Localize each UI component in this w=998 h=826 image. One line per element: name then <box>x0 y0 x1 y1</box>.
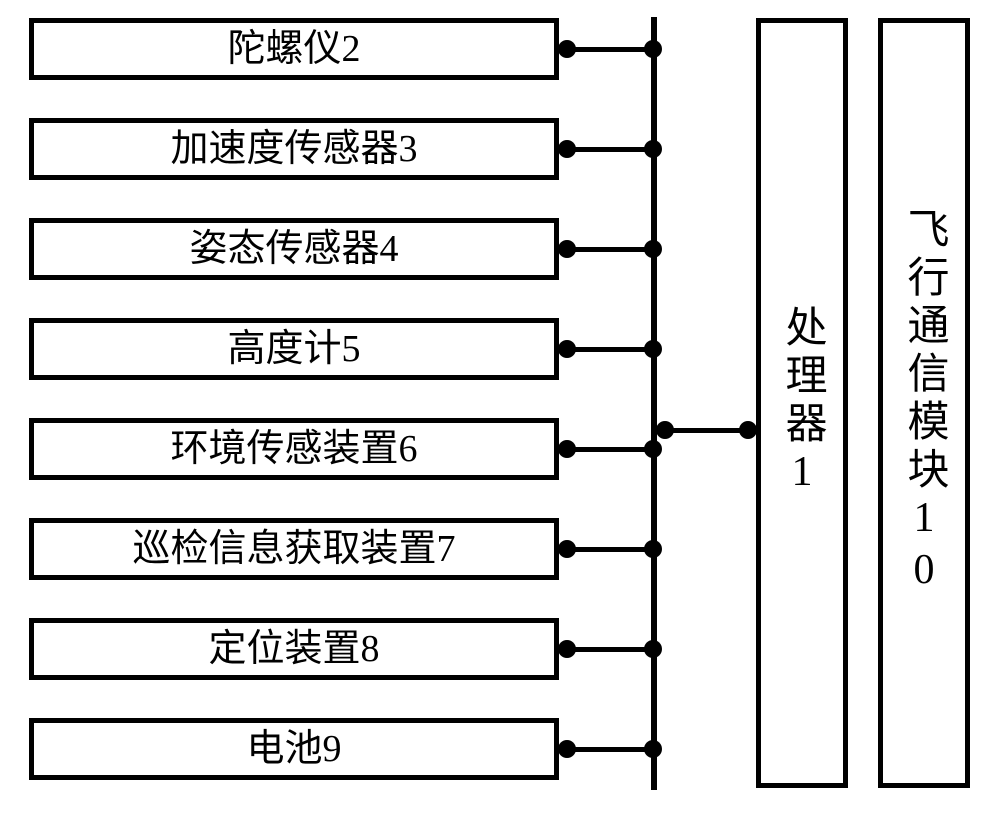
connector-dot <box>644 740 662 758</box>
component-box-gyroscope: 陀螺仪2 <box>29 18 559 80</box>
component-box-environment-sensor: 环境传感装置6 <box>29 418 559 480</box>
connector-dot <box>558 140 576 158</box>
connector-dot <box>558 540 576 558</box>
component-label: 高度计5 <box>227 330 360 368</box>
connector-dot <box>644 240 662 258</box>
component-label: 环境传感装置6 <box>170 430 417 468</box>
component-label: 陀螺仪2 <box>227 30 360 68</box>
connector-dot <box>558 240 576 258</box>
connector-dot <box>644 340 662 358</box>
processor-box: 处理器1 <box>756 18 848 788</box>
connector-dot <box>558 640 576 658</box>
component-label: 巡检信息获取装置7 <box>132 530 455 568</box>
connector-dot <box>644 440 662 458</box>
component-label: 定位装置8 <box>208 630 379 668</box>
connector-dot <box>644 140 662 158</box>
component-box-altimeter: 高度计5 <box>29 318 559 380</box>
connector-dot <box>558 440 576 458</box>
component-label: 姿态传感器4 <box>189 230 398 268</box>
block-diagram: 陀螺仪2 加速度传感器3 姿态传感器4 高度计5 环境传感装置6 巡检信息获取装… <box>0 0 998 826</box>
connector-dot <box>644 540 662 558</box>
connector-dot <box>656 421 674 439</box>
connector-dot <box>558 740 576 758</box>
comm-module-label: 飞行通信模块10 <box>903 207 945 599</box>
connector-dot <box>644 640 662 658</box>
bus-line <box>651 17 657 790</box>
connector-dot <box>558 340 576 358</box>
connector-dot <box>739 421 757 439</box>
component-label: 加速度传感器3 <box>170 130 417 168</box>
component-box-inspection-device: 巡检信息获取装置7 <box>29 518 559 580</box>
connector-dot <box>558 40 576 58</box>
component-label: 电池9 <box>246 730 341 768</box>
component-box-positioning: 定位装置8 <box>29 618 559 680</box>
component-box-attitude-sensor: 姿态传感器4 <box>29 218 559 280</box>
processor-label: 处理器1 <box>781 305 823 501</box>
connector-dot <box>644 40 662 58</box>
component-box-battery: 电池9 <box>29 718 559 780</box>
component-box-accelerometer: 加速度传感器3 <box>29 118 559 180</box>
comm-module-box: 飞行通信模块10 <box>878 18 970 788</box>
